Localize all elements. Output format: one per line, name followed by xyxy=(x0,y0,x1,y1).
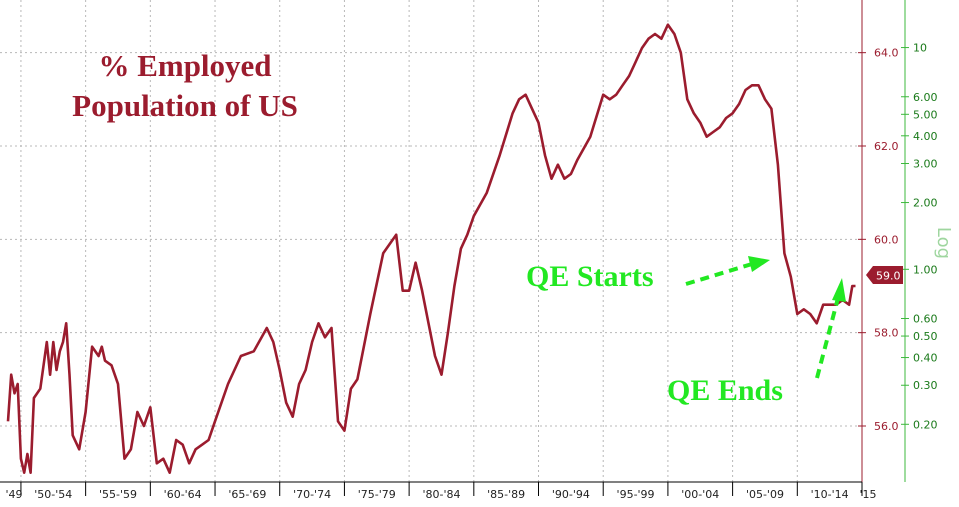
qe-starts-label: QE Starts xyxy=(526,260,654,293)
y2-tick-label: 0.30 xyxy=(913,379,938,392)
gridlines xyxy=(0,0,863,482)
annotations: QE Starts QE Ends xyxy=(526,256,846,407)
y2-tick-label: 0.40 xyxy=(913,352,938,365)
x-tick-label: '60-'64 xyxy=(164,488,202,501)
x-tick-label: '49 xyxy=(5,488,22,501)
x-tick-label: '50-'54 xyxy=(34,488,72,501)
y2-tick-label: 3.00 xyxy=(913,158,938,171)
x-tick-label: '65-'69 xyxy=(228,488,266,501)
y-tick-label: 58.0 xyxy=(874,327,899,340)
y-tick-label: 62.0 xyxy=(874,140,899,153)
y2-tick-label: 1.00 xyxy=(913,263,938,276)
series-line-1 xyxy=(6,23,856,475)
y-tick-label: 60.0 xyxy=(874,233,899,246)
x-tick-label: '95-'99 xyxy=(617,488,655,501)
log-axis-label: Log xyxy=(933,227,954,259)
y2-tick-label: 6.00 xyxy=(913,91,938,104)
series-layer xyxy=(6,23,856,475)
qe-starts-arrowhead xyxy=(748,256,770,272)
chart-title-line-1: % Employed xyxy=(98,48,271,83)
y2-tick-label: 10 xyxy=(913,42,927,55)
y-tick-label: 56.0 xyxy=(874,420,899,433)
y2-tick-label: 2.00 xyxy=(913,197,938,210)
y2-tick-label: 4.00 xyxy=(913,130,938,143)
last-value-badge-text: 59.0 xyxy=(876,270,901,283)
last-value-badge: 59.0 xyxy=(866,266,903,284)
right-axis: 56.0 58.0 60.0 62.0 64.0 0.20 0.30 0.40 0.50 0.60… xyxy=(858,0,938,482)
y2-tick-label: 0.50 xyxy=(913,330,938,343)
x-tick-label: '90-'94 xyxy=(552,488,590,501)
qe-ends-label: QE Ends xyxy=(667,374,783,407)
x-tick-label: '70-'74 xyxy=(293,488,331,501)
chart-title: % Employed Population of US xyxy=(72,48,298,123)
chart-title-line-2: Population of US xyxy=(72,88,298,123)
qe-ends-arrowhead xyxy=(832,278,846,302)
x-tick-label: '55-'59 xyxy=(99,488,137,501)
x-tick-label: '15 xyxy=(859,488,876,501)
qe-ends-arrow xyxy=(815,297,840,379)
y2-tick-label: 5.00 xyxy=(913,108,938,121)
y2-tick-label: 0.20 xyxy=(913,418,938,431)
x-tick-label: '00-'04 xyxy=(681,488,719,501)
x-axis: '49 '50-'54 '55-'59 '60-'64 '65-'69 '70-'74 '7… xyxy=(0,481,877,501)
x-tick-label: '85-'89 xyxy=(487,488,525,501)
y2-tick-label: 0.60 xyxy=(913,312,938,325)
y-tick-label: 64.0 xyxy=(874,47,899,60)
x-tick-label: '05-'09 xyxy=(746,488,784,501)
x-tick-label: '75-'79 xyxy=(358,488,396,501)
last-value-badge-shape xyxy=(866,266,903,284)
x-tick-label: '10-'14 xyxy=(811,488,849,501)
qe-starts-arrow xyxy=(685,262,753,286)
x-tick-label: '80-'84 xyxy=(422,488,460,501)
